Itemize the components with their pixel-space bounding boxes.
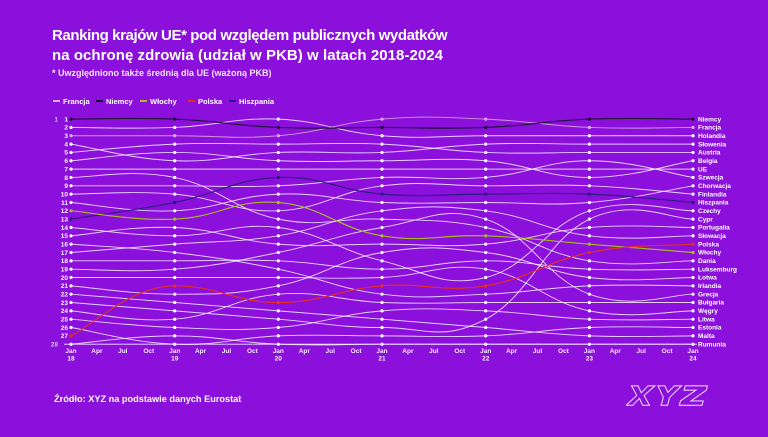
svg-text:Jan: Jan: [273, 348, 284, 355]
svg-text:11: 11: [61, 200, 68, 207]
svg-text:3: 3: [64, 133, 68, 140]
svg-text:Jan: Jan: [376, 348, 387, 355]
svg-text:Bułgaria: Bułgaria: [698, 300, 724, 307]
svg-text:Belgia: Belgia: [698, 158, 718, 165]
svg-text:22: 22: [482, 356, 490, 363]
svg-text:Jan: Jan: [584, 348, 595, 355]
svg-text:18: 18: [67, 356, 75, 363]
svg-text:8: 8: [64, 175, 68, 182]
svg-text:23: 23: [586, 356, 594, 363]
svg-text:Włochy: Włochy: [698, 250, 721, 257]
svg-text:14: 14: [61, 225, 69, 232]
svg-text:Szwecja: Szwecja: [698, 175, 724, 182]
svg-text:25: 25: [61, 317, 69, 324]
svg-text:Niemcy: Niemcy: [698, 116, 722, 123]
svg-text:13: 13: [61, 216, 69, 223]
svg-text:Oct: Oct: [247, 348, 259, 355]
svg-text:Apr: Apr: [610, 348, 622, 355]
svg-text:Finlandia: Finlandia: [698, 191, 727, 198]
svg-text:10: 10: [61, 191, 69, 198]
svg-text:27: 27: [61, 333, 69, 340]
svg-text:Oct: Oct: [454, 348, 466, 355]
svg-text:Słowacja: Słowacja: [698, 233, 726, 240]
svg-text:28: 28: [51, 342, 59, 349]
svg-text:Łotwa: Łotwa: [698, 275, 717, 282]
svg-text:9: 9: [64, 183, 68, 190]
svg-text:26: 26: [61, 325, 69, 332]
svg-text:1: 1: [64, 116, 68, 123]
svg-text:Estonia: Estonia: [698, 325, 722, 332]
svg-text:7: 7: [64, 166, 68, 173]
svg-text:Malta: Malta: [698, 333, 715, 340]
svg-text:Jul: Jul: [222, 348, 232, 355]
svg-text:Hiszpania: Hiszpania: [698, 200, 729, 207]
svg-text:Austria: Austria: [698, 150, 721, 157]
svg-text:4: 4: [64, 141, 68, 148]
svg-text:Luksemburg: Luksemburg: [698, 266, 737, 273]
svg-text:Dania: Dania: [698, 258, 716, 265]
svg-text:24: 24: [61, 308, 69, 315]
svg-text:Węgry: Węgry: [698, 308, 718, 315]
svg-text:Jan: Jan: [65, 348, 76, 355]
svg-text:Oct: Oct: [143, 348, 155, 355]
svg-text:Irlandia: Irlandia: [698, 283, 722, 290]
svg-text:Oct: Oct: [662, 348, 674, 355]
svg-text:Jul: Jul: [325, 348, 335, 355]
svg-text:Litwa: Litwa: [698, 316, 715, 323]
svg-text:Grecja: Grecja: [698, 291, 719, 298]
svg-text:Apr: Apr: [506, 348, 518, 355]
svg-text:Apr: Apr: [299, 348, 311, 355]
svg-text:24: 24: [689, 356, 697, 363]
svg-text:Apr: Apr: [402, 348, 414, 355]
svg-text:18: 18: [61, 258, 69, 265]
svg-text:Chorwacja: Chorwacja: [698, 183, 731, 190]
svg-text:Portugalia: Portugalia: [698, 225, 730, 232]
svg-text:Jan: Jan: [480, 348, 491, 355]
svg-text:UE: UE: [698, 166, 708, 173]
svg-text:Polska: Polska: [698, 241, 719, 248]
svg-text:Apr: Apr: [195, 348, 207, 355]
svg-text:17: 17: [61, 250, 69, 257]
svg-text:2: 2: [64, 125, 68, 132]
svg-text:16: 16: [61, 242, 69, 249]
svg-text:Jul: Jul: [636, 348, 646, 355]
svg-text:22: 22: [61, 292, 69, 299]
svg-text:23: 23: [61, 300, 69, 307]
svg-text:6: 6: [64, 158, 68, 165]
svg-text:Apr: Apr: [91, 348, 103, 355]
svg-text:20: 20: [275, 356, 283, 363]
svg-text:Holandia: Holandia: [698, 133, 726, 140]
svg-text:Jul: Jul: [429, 348, 439, 355]
svg-text:Francja: Francja: [698, 125, 722, 132]
svg-text:Jul: Jul: [533, 348, 543, 355]
svg-text:Oct: Oct: [351, 348, 363, 355]
svg-text:5: 5: [64, 150, 68, 157]
svg-text:19: 19: [171, 356, 179, 363]
svg-text:Czechy: Czechy: [698, 208, 721, 215]
svg-text:21: 21: [61, 283, 69, 290]
svg-text:15: 15: [61, 233, 69, 240]
svg-text:Jul: Jul: [118, 348, 128, 355]
svg-text:12: 12: [61, 208, 69, 215]
svg-text:Cypr: Cypr: [698, 216, 713, 223]
svg-text:Jan: Jan: [687, 348, 698, 355]
svg-text:20: 20: [61, 275, 69, 282]
svg-text:Jan: Jan: [169, 348, 180, 355]
svg-text:21: 21: [378, 356, 386, 363]
svg-text:1: 1: [54, 116, 58, 123]
svg-text:Słowenia: Słowenia: [698, 141, 727, 148]
svg-text:Rumunia: Rumunia: [698, 341, 726, 348]
svg-text:19: 19: [61, 267, 69, 274]
svg-text:Oct: Oct: [558, 348, 570, 355]
